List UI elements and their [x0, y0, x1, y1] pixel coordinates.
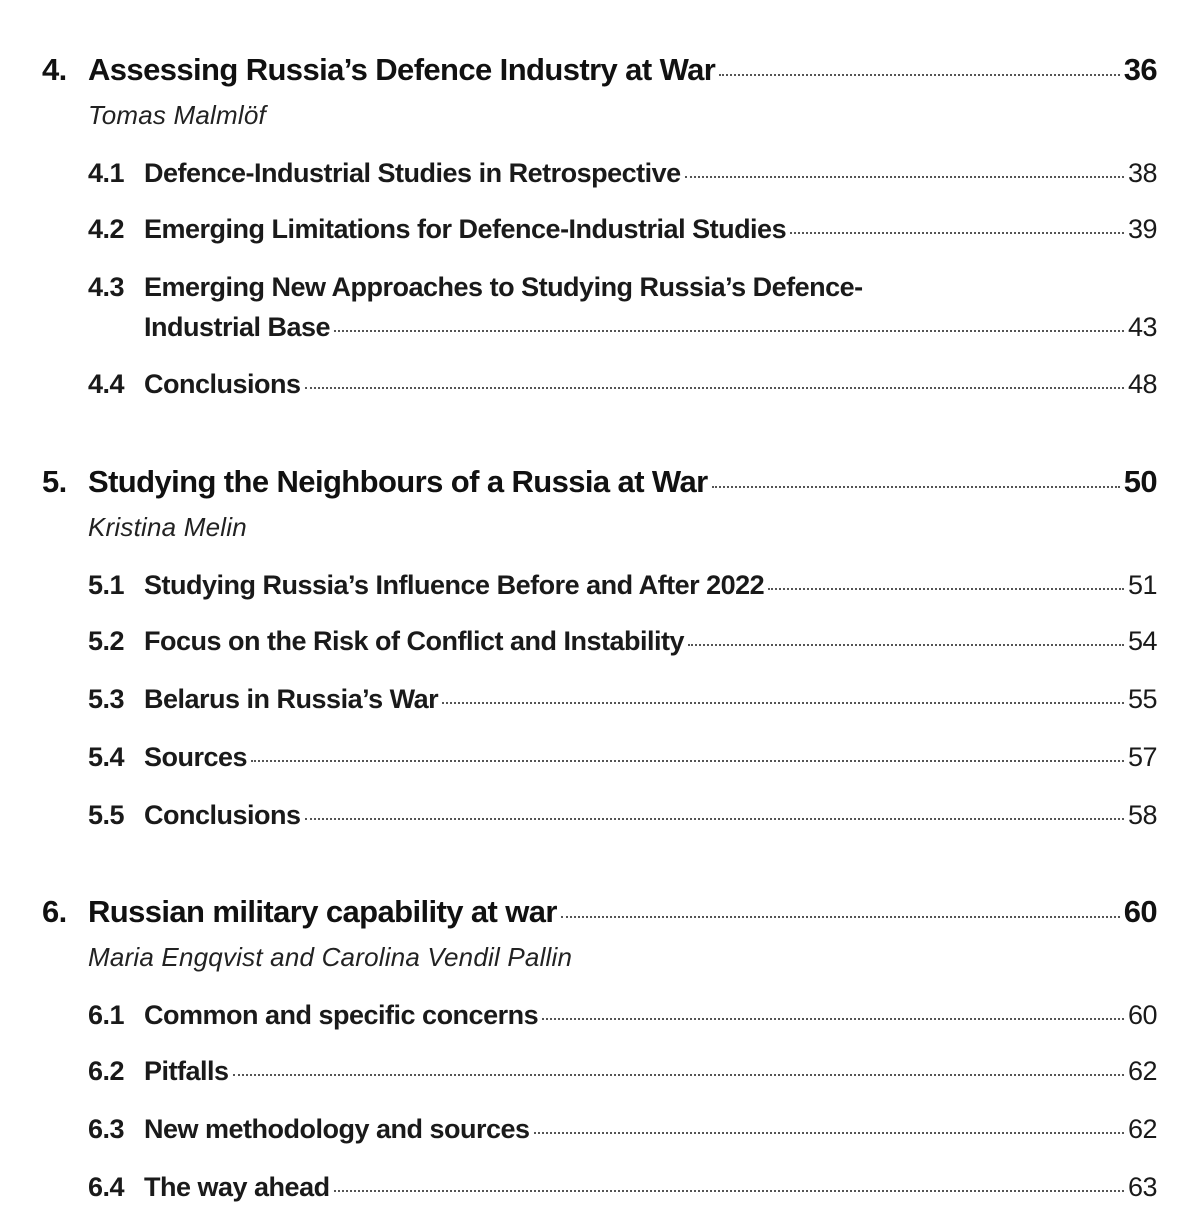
dot-leader [790, 232, 1124, 234]
page-number: 48 [1127, 369, 1158, 399]
section-title: Industrial Base [144, 312, 331, 342]
section-title-line1: Emerging New Approaches to Studying Russ… [144, 272, 863, 302]
chapter-author: Tomas Malmlöf [88, 100, 266, 130]
page-number: 60 [1123, 894, 1158, 929]
dot-leader [688, 644, 1124, 646]
dot-leader [334, 330, 1124, 332]
dot-leader [711, 486, 1120, 488]
section-title: Common and specific concerns [144, 1000, 539, 1030]
dot-leader [251, 760, 1124, 762]
dot-leader [304, 387, 1124, 389]
dot-leader [684, 176, 1124, 178]
chapter-number: 6. [42, 894, 67, 929]
page-number: 55 [1127, 684, 1158, 714]
chapter-author: Maria Engqvist and Carolina Vendil Palli… [88, 942, 573, 972]
section-title: Emerging Limitations for Defence-Industr… [144, 214, 787, 244]
section-number: 5.1 [88, 570, 125, 600]
chapter-title: Russian military capability at war [88, 894, 558, 929]
chapter-number: 5. [42, 464, 67, 499]
section-title: Focus on the Risk of Conflict and Instab… [144, 626, 685, 656]
section-title: Defence-Industrial Studies in Retrospect… [144, 158, 681, 188]
page-number: 36 [1123, 52, 1158, 87]
dot-leader [719, 74, 1120, 76]
dot-leader [333, 1190, 1124, 1192]
dot-leader [304, 818, 1124, 820]
page-number: 50 [1123, 464, 1158, 499]
section-number: 4.2 [88, 214, 125, 244]
page-number: 60 [1127, 1000, 1158, 1030]
page-number: 58 [1127, 800, 1158, 830]
page-number: 38 [1127, 158, 1158, 188]
section-title: The way ahead [144, 1172, 330, 1202]
page-number: 63 [1127, 1172, 1158, 1202]
section-title: Studying Russia’s Influence Before and A… [144, 570, 765, 600]
chapter-title: Assessing Russia’s Defence Industry at W… [88, 52, 716, 87]
section-number: 6.1 [88, 1000, 125, 1030]
section-number: 5.3 [88, 684, 125, 714]
page-number: 54 [1127, 626, 1158, 656]
section-number: 4.3 [88, 272, 125, 302]
section-number: 6.4 [88, 1172, 125, 1202]
section-number: 5.2 [88, 626, 125, 656]
page-number: 43 [1127, 312, 1158, 342]
dot-leader [768, 588, 1124, 590]
page-number: 51 [1127, 570, 1158, 600]
dot-leader [442, 702, 1124, 704]
dot-leader [232, 1074, 1124, 1076]
chapter-title: Studying the Neighbours of a Russia at W… [88, 464, 708, 499]
section-title: Conclusions [144, 800, 301, 830]
page-number: 62 [1127, 1056, 1158, 1086]
dot-leader [533, 1132, 1124, 1134]
chapter-number: 4. [42, 52, 67, 87]
section-number: 6.2 [88, 1056, 125, 1086]
section-number: 6.3 [88, 1114, 125, 1144]
page-number: 39 [1127, 214, 1158, 244]
page-number: 57 [1127, 742, 1158, 772]
section-title: Conclusions [144, 369, 301, 399]
section-number: 5.5 [88, 800, 125, 830]
section-number: 4.4 [88, 369, 125, 399]
chapter-author: Kristina Melin [88, 512, 247, 542]
section-title: Pitfalls [144, 1056, 229, 1086]
section-number: 5.4 [88, 742, 125, 772]
page-number: 62 [1127, 1114, 1158, 1144]
section-title: Sources [144, 742, 248, 772]
section-title: New methodology and sources [144, 1114, 530, 1144]
dot-leader [560, 916, 1120, 918]
dot-leader [542, 1018, 1124, 1020]
section-title: Belarus in Russia’s War [144, 684, 439, 714]
section-number: 4.1 [88, 158, 125, 188]
